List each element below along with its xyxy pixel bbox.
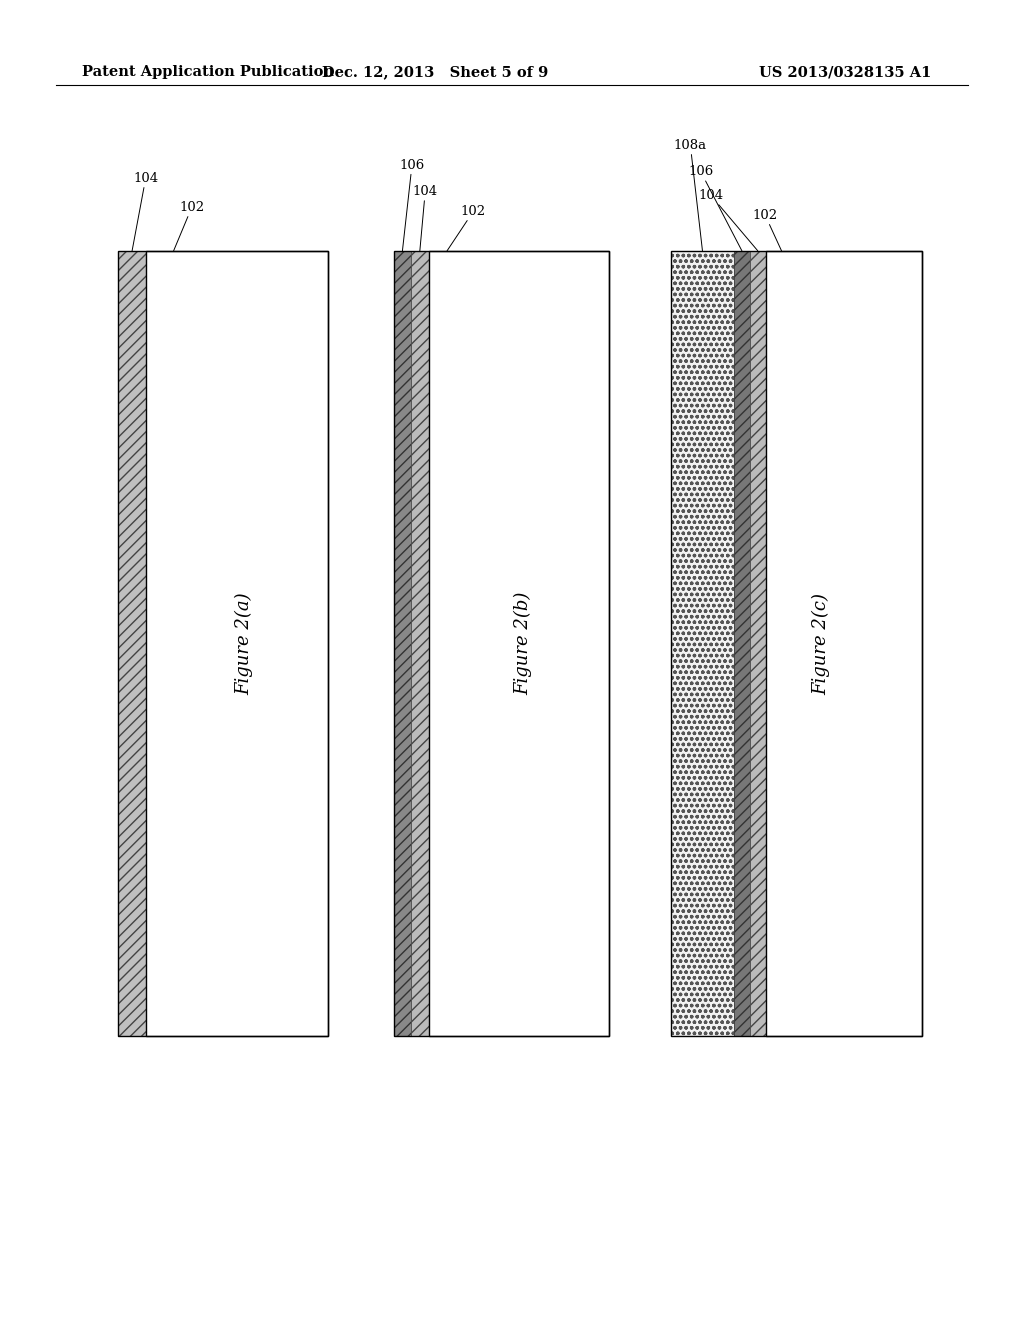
- Text: Patent Application Publication: Patent Application Publication: [82, 65, 334, 79]
- Text: 102: 102: [447, 205, 486, 251]
- Text: 106: 106: [399, 158, 425, 251]
- Text: 104: 104: [698, 189, 758, 251]
- Text: Figure 2(c): Figure 2(c): [812, 593, 830, 694]
- Bar: [734, 251, 750, 1036]
- Bar: [750, 251, 766, 1036]
- Text: 102: 102: [174, 201, 205, 251]
- Bar: [118, 251, 328, 1036]
- Bar: [766, 251, 922, 1036]
- Bar: [429, 251, 609, 1036]
- Text: Figure 2(b): Figure 2(b): [514, 591, 532, 696]
- Text: Figure 2(a): Figure 2(a): [234, 593, 253, 694]
- Bar: [118, 251, 146, 1036]
- Text: US 2013/0328135 A1: US 2013/0328135 A1: [760, 65, 932, 79]
- Bar: [411, 251, 429, 1036]
- Text: 102: 102: [753, 209, 781, 251]
- Text: 104: 104: [413, 185, 438, 251]
- Text: 108a: 108a: [674, 139, 707, 251]
- Bar: [671, 251, 922, 1036]
- Bar: [394, 251, 411, 1036]
- Bar: [394, 251, 609, 1036]
- Bar: [671, 251, 734, 1036]
- Text: 106: 106: [688, 165, 741, 251]
- Text: Dec. 12, 2013   Sheet 5 of 9: Dec. 12, 2013 Sheet 5 of 9: [323, 65, 548, 79]
- Bar: [146, 251, 328, 1036]
- Text: 104: 104: [132, 172, 159, 251]
